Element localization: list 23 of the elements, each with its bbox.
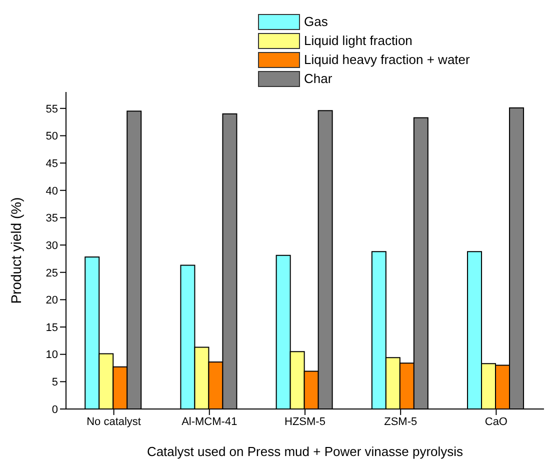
y-tick-label: 30 [46, 240, 58, 252]
x-tick-label: ZSM-5 [384, 416, 418, 428]
x-tick-label: CaO [484, 416, 508, 428]
x-axis-title: Catalyst used on Press mud + Power vinasse pyrolysis [146, 444, 464, 460]
legend-label: Gas [304, 14, 328, 29]
y-tick-label: 35 [46, 212, 58, 225]
y-tick-label: 50 [46, 130, 58, 143]
legend-label: Liquid light fraction [304, 33, 412, 48]
y-tick-label: 0 [52, 404, 58, 416]
legend-label: Liquid heavy fraction + water [304, 52, 470, 67]
y-tick-label: 10 [46, 349, 58, 362]
y-tick-label: 25 [46, 267, 58, 280]
x-tick-label: Al-MCM-41 [182, 416, 238, 428]
x-tick-label: No catalyst [86, 416, 142, 428]
y-tick-label: 5 [52, 376, 58, 389]
y-tick-label: 45 [46, 158, 58, 170]
y-axis-title: Product yield (%) [8, 197, 24, 304]
legend-label: Char [304, 71, 332, 86]
y-tick-label: 40 [46, 185, 58, 198]
y-tick-label: 55 [46, 103, 58, 116]
y-tick-label: 20 [46, 294, 58, 307]
y-tick-label: 15 [46, 322, 58, 334]
x-tick-label: HZSM-5 [284, 416, 326, 428]
